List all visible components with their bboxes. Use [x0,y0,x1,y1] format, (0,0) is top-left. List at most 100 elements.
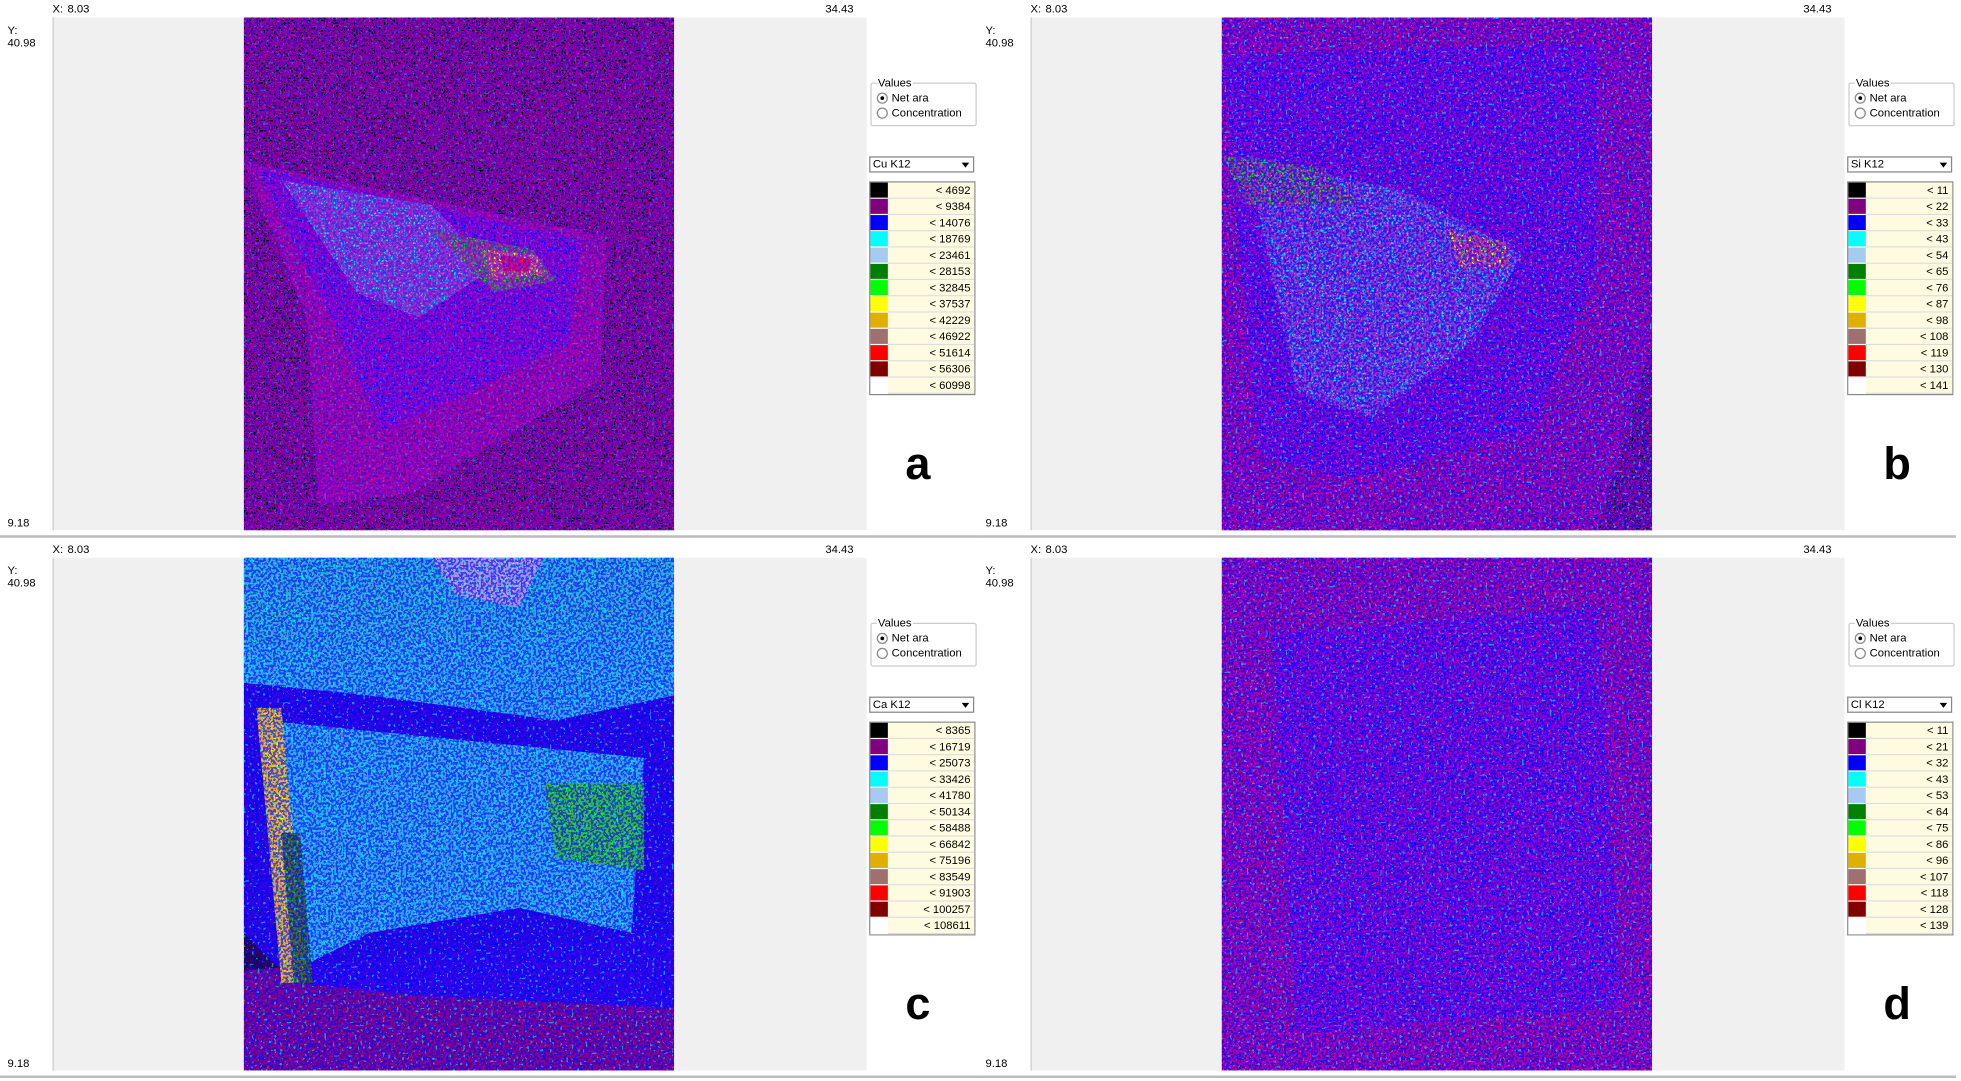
legend-swatch [1848,869,1866,886]
y-max: 40.98 [985,36,1014,49]
legend-label: < 65 [1865,263,1953,281]
legend-swatch [870,247,888,264]
x-label: X: [1030,2,1042,16]
map-panel: X: 8.03 34.43 Y: 40.98 9.18 Values Net ara Conce… [0,540,978,1079]
legend-label: < 96 [1865,852,1953,870]
radio-button[interactable] [876,106,888,119]
speckle [243,17,675,531]
y-min: 9.18 [985,1056,1008,1070]
legend-swatch [870,296,888,313]
element-dropdown[interactable]: Cl K12 [1847,696,1953,713]
speckle [1221,17,1653,531]
legend-swatch [1848,312,1866,329]
element-dropdown[interactable]: Cu K12 [869,156,975,173]
legend-label: < 32 [1865,755,1953,772]
legend-row: < 139 [1848,917,1953,935]
legend-label: < 60998 [887,377,975,394]
legend-swatch [1848,280,1866,297]
legend-swatch [870,345,888,362]
legend-row: < 8365 [870,722,975,740]
radio-option: Net ara [876,632,929,644]
legend-row: < 98 [1848,312,1953,329]
legend-row: < 96 [1848,852,1953,870]
legend-label: < 139 [1865,917,1953,935]
radio-label: Concentration [1869,106,1940,119]
x-label: X: [52,542,64,556]
legend-label: < 32845 [887,280,975,297]
legend-swatch [870,787,888,805]
legend-label: < 64 [1865,804,1953,821]
legend-row: < 22 [1848,198,1953,216]
legend-row: < 128 [1848,901,1953,918]
radio-button[interactable] [1854,647,1866,659]
values-group: Values Net ara Concentration [1848,76,1955,127]
legend-swatch [1848,804,1866,821]
legend-label: < 100257 [887,901,975,918]
legend-row: < 75196 [870,852,975,870]
radio-button[interactable] [1854,632,1866,644]
radio-button[interactable] [876,647,888,659]
group-title: Values [1854,76,1891,89]
radio-button[interactable] [876,91,888,104]
legend-row: < 87 [1848,296,1953,313]
legend-swatch [870,739,888,756]
group-title: Values [876,76,913,89]
legend-row: < 11 [1848,722,1953,740]
radio-button[interactable] [1854,106,1866,119]
legend-row: < 66842 [870,836,975,853]
legend-row: < 41780 [870,787,975,805]
x-label: X: [52,2,64,16]
legend-swatch [870,901,888,918]
legend-row: < 119 [1848,345,1953,362]
legend-label: < 54 [1865,247,1953,264]
legend-row: < 21 [1848,739,1953,756]
legend-row: < 16719 [870,739,975,756]
y-max: 40.98 [985,576,1014,590]
legend-label: < 58488 [887,820,975,837]
legend-row: < 23461 [870,247,975,264]
legend-row: < 141 [1848,377,1953,394]
legend-row: < 33 [1848,215,1953,232]
legend-swatch [1848,722,1866,740]
legend-label: < 51614 [887,345,975,362]
legend-swatch [870,215,888,232]
legend-label: < 86 [1865,836,1953,853]
legend-swatch [1848,198,1866,216]
element-map [243,557,675,1071]
legend-label: < 4692 [887,182,975,199]
legend-swatch [870,361,888,378]
radio-option: Net ara [876,91,929,104]
legend-label: < 43 [1865,231,1953,248]
radio-button[interactable] [1854,91,1866,104]
radio-option: Concentration [1854,647,1940,659]
element-dropdown[interactable]: Ca K12 [869,696,975,713]
element-dropdown[interactable]: Si K12 [1847,156,1953,173]
legend-label: < 28153 [887,263,975,281]
legend-row: < 9384 [870,198,975,216]
panel-letter: d [1883,977,1911,1030]
y-min: 9.18 [985,516,1008,530]
legend-swatch [1848,852,1866,870]
legend-label: < 98 [1865,312,1953,329]
radio-option: Net ara [1854,91,1907,104]
legend-label: < 75 [1865,820,1953,837]
legend-label: < 128 [1865,901,1953,918]
legend-row: < 50134 [870,804,975,821]
color-legend: < 4692 < 9384 < 14076 < 18769 < 23461 < 28153… [869,181,976,396]
legend-label: < 130 [1865,361,1953,378]
legend-label: < 16719 [887,739,975,756]
legend-row: < 91903 [870,885,975,902]
panel-letter: a [905,437,931,489]
legend-swatch [1848,296,1866,313]
map-panel: X: 8.03 34.43 Y: 40.98 9.18 Values Net ara Conce… [977,0,1956,538]
legend-label: < 41780 [887,787,975,805]
legend-label: < 108 [1865,328,1953,346]
values-group: Values Net ara Concentration [870,76,977,127]
panel-letter: c [905,977,931,1030]
legend-swatch [1848,820,1866,837]
group-title: Values [1854,616,1891,630]
radio-button[interactable] [876,632,888,644]
legend-row: < 32845 [870,280,975,297]
legend-swatch [870,377,888,394]
legend-swatch [1848,739,1866,756]
